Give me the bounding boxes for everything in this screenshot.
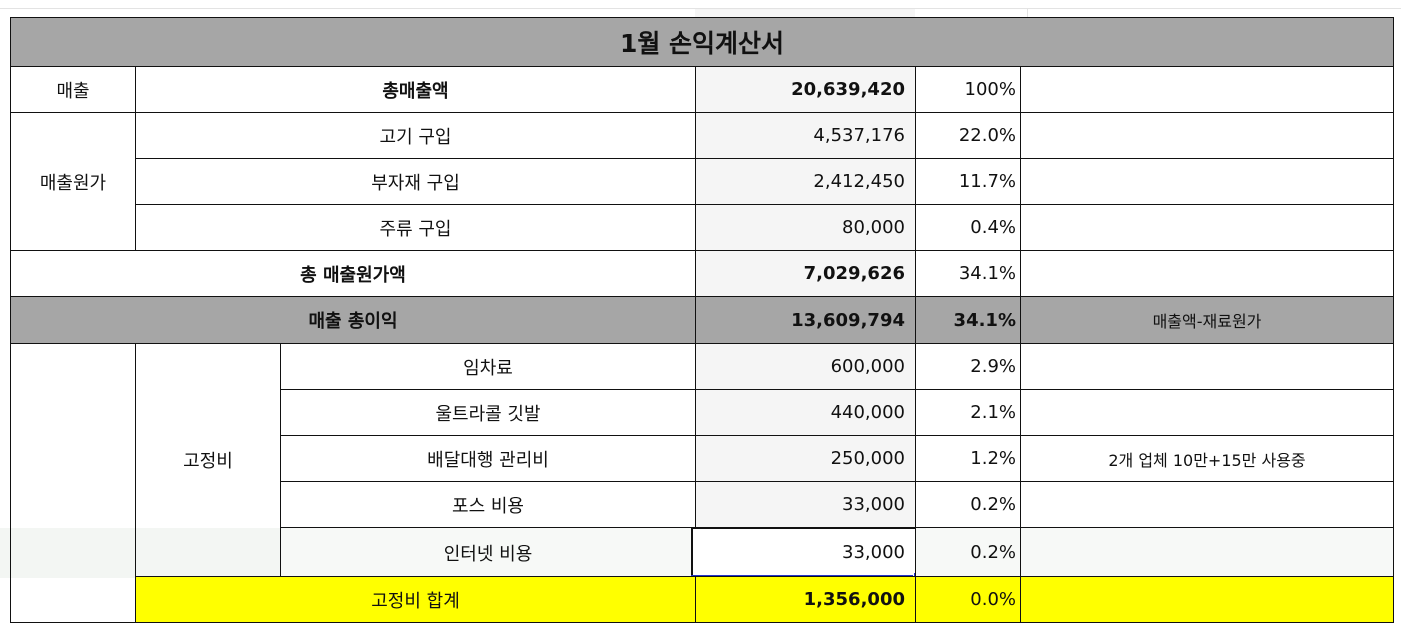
fixed-item-label[interactable]: 배달대행 관리비 <box>280 435 696 482</box>
fixed-total-pct[interactable]: 0.0% <box>915 576 1021 623</box>
fixed-total-note[interactable] <box>1020 576 1394 623</box>
cogs-item-amount[interactable]: 2,412,450 <box>695 158 916 205</box>
cogs-total-pct[interactable]: 34.1% <box>915 250 1021 297</box>
cogs-total-note[interactable] <box>1020 250 1394 297</box>
cogs-item-label[interactable]: 고기 구입 <box>135 112 696 159</box>
gross-profit-pct[interactable]: 34.1% <box>915 296 1021 344</box>
gross-profit-amount[interactable]: 13,609,794 <box>695 296 916 344</box>
selected-cell-amount[interactable]: 33,000 <box>842 542 905 563</box>
fixed-item-note[interactable] <box>1020 343 1394 390</box>
fixed-item-note[interactable] <box>1020 389 1394 436</box>
gross-profit-label[interactable]: 매출 총이익 <box>10 296 696 344</box>
total-sales-amount[interactable]: 20,639,420 <box>695 66 916 113</box>
total-sales-pct[interactable]: 100% <box>915 66 1021 113</box>
cogs-item-label[interactable]: 주류 구입 <box>135 204 696 251</box>
cogs-total-amount[interactable]: 7,029,626 <box>695 250 916 297</box>
cogs-item-pct[interactable]: 0.4% <box>915 204 1021 251</box>
cogs-item-pct[interactable]: 22.0% <box>915 112 1021 159</box>
total-sales-note[interactable] <box>1020 66 1394 113</box>
fixed-outer-cell[interactable] <box>10 343 136 623</box>
category-cogs[interactable]: 매출원가 <box>10 112 136 251</box>
fixed-total-amount[interactable]: 1,356,000 <box>695 576 916 623</box>
fixed-item-pct[interactable]: 1.2% <box>915 435 1021 482</box>
fixed-item-label[interactable]: 임차료 <box>280 343 696 390</box>
fixed-item-note[interactable] <box>1020 481 1394 528</box>
gross-profit-note[interactable]: 매출액-재료원가 <box>1020 296 1394 344</box>
fixed-item-pct[interactable]: 0.2% <box>915 527 1021 578</box>
sheet-title[interactable]: 1월 손익계산서 <box>10 17 1394 67</box>
total-sales-label[interactable]: 총매출액 <box>135 66 696 113</box>
gridline <box>1027 8 1028 18</box>
fixed-item-pct[interactable]: 2.9% <box>915 343 1021 390</box>
cogs-item-note[interactable] <box>1020 158 1394 205</box>
gridline <box>0 8 1401 9</box>
fixed-item-amount[interactable]: 33,000 <box>695 481 916 528</box>
fixed-item-amount[interactable]: 600,000 <box>695 343 916 390</box>
fixed-item-label[interactable]: 울트라콜 깃발 <box>280 389 696 436</box>
cogs-item-amount[interactable]: 4,537,176 <box>695 112 916 159</box>
cogs-item-label[interactable]: 부자재 구입 <box>135 158 696 205</box>
cogs-item-pct[interactable]: 11.7% <box>915 158 1021 205</box>
category-fixed[interactable]: 고정비 <box>135 343 281 577</box>
fixed-item-pct[interactable]: 2.1% <box>915 389 1021 436</box>
fixed-item-pct[interactable]: 0.2% <box>915 481 1021 528</box>
cogs-item-note[interactable] <box>1020 112 1394 159</box>
fixed-item-label[interactable]: 인터넷 비용 <box>280 527 696 578</box>
fixed-item-amount[interactable]: 250,000 <box>695 435 916 482</box>
cogs-total-label[interactable]: 총 매출원가액 <box>10 250 696 297</box>
cogs-item-note[interactable] <box>1020 204 1394 251</box>
cogs-item-amount[interactable]: 80,000 <box>695 204 916 251</box>
fixed-item-note[interactable]: 2개 업체 10만+15만 사용중 <box>1020 435 1394 482</box>
category-sales[interactable]: 매출 <box>10 66 136 113</box>
fixed-item-amount[interactable]: 440,000 <box>695 389 916 436</box>
fixed-item-label[interactable]: 포스 비용 <box>280 481 696 528</box>
fixed-item-note[interactable] <box>1020 527 1394 578</box>
